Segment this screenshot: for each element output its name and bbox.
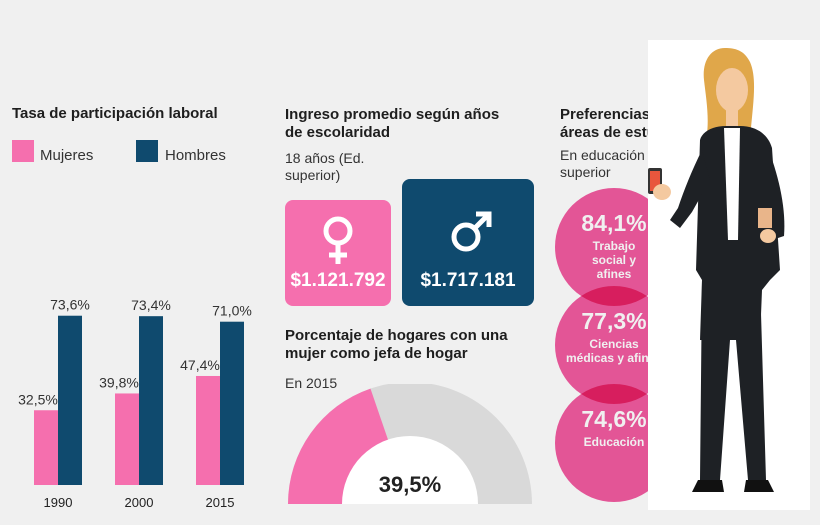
bar-hombres-2000 — [139, 316, 163, 485]
legend-women-label: Mujeres — [40, 147, 94, 164]
x-tick-label: 2015 — [206, 495, 235, 510]
income-men-box: $1.717.181 — [402, 179, 534, 306]
income-title: Ingreso promedio según años de escolarid… — [285, 106, 500, 141]
households-percent: 39,5% — [378, 472, 442, 497]
income-women-box: $1.121.792 — [285, 200, 391, 306]
preference-pct: 77,3% — [581, 308, 647, 334]
preference-pct: 84,1% — [581, 210, 647, 236]
bar-mujeres-2015 — [196, 375, 220, 485]
households-gauge — [288, 384, 532, 504]
x-tick-label: 1990 — [44, 495, 73, 510]
legend-men-swatch — [136, 140, 158, 162]
households-subtitle: En 2015 — [285, 375, 338, 391]
bar-hombres-1990 — [58, 315, 82, 485]
preference-label: Trabajo social y afines — [591, 239, 637, 281]
preference-label: Ciencias médicas y afines — [565, 337, 663, 365]
bar-value-label: 73,4% — [131, 297, 171, 313]
legend-women-swatch — [12, 140, 34, 162]
woman-illustration — [648, 48, 785, 492]
households-title: Porcentaje de hogares con una mujer como… — [285, 327, 508, 362]
preference-pct: 74,6% — [581, 406, 647, 432]
female-symbol-icon — [323, 216, 353, 264]
legend-men-label: Hombres — [165, 147, 226, 164]
income-men-amount: $1.717.181 — [420, 270, 516, 291]
male-symbol-icon — [451, 211, 492, 252]
bar-value-label: 47,4% — [180, 357, 220, 373]
bar-value-label: 39,8% — [99, 374, 139, 390]
income-women-amount: $1.121.792 — [290, 270, 386, 291]
bar-mujeres-1990 — [34, 410, 58, 485]
x-tick-label: 2000 — [125, 495, 154, 510]
income-subtitle: 18 años (Ed. superior) — [285, 150, 365, 183]
participation-bar-chart: 32,5% 73,6% 1990 39,8% 73,4% 2000 47,4% 71,0% 20… — [18, 297, 252, 510]
bar-mujeres-2000 — [115, 393, 139, 485]
bar-hombres-2015 — [220, 321, 244, 485]
preference-label: Educación — [583, 435, 645, 449]
bar-value-label: 73,6% — [50, 297, 90, 313]
preferences-subtitle: En educación superior — [560, 147, 645, 180]
gauge-center — [342, 436, 478, 504]
participation-title: Tasa de participación laboral — [12, 105, 218, 122]
bar-value-label: 71,0% — [212, 303, 252, 319]
bar-value-label: 32,5% — [18, 391, 58, 407]
